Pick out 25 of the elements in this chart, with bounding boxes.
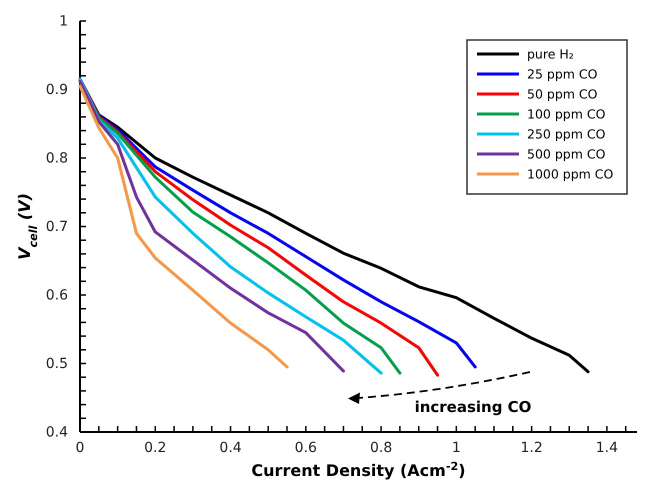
line-series: [78, 84, 288, 368]
legend-label: 25 ppm CO: [527, 66, 598, 82]
y-tick-label: 0.8: [46, 150, 68, 166]
x-tick-label: 0.4: [219, 440, 242, 456]
x-tick-label: 0: [76, 440, 84, 456]
x-tick-label: 0.8: [370, 440, 392, 456]
legend-label: 100 ppm CO: [527, 106, 606, 122]
x-tick-label: 0.2: [144, 440, 166, 456]
legend-label: 50 ppm CO: [527, 86, 598, 102]
x-axis-title: Current Density (Acm$^{-2}$): [251, 460, 466, 480]
x-tick-label: 1.2: [520, 440, 543, 456]
y-tick-label: 0.9: [46, 82, 68, 98]
annotation: increasing CO: [414, 398, 532, 416]
x-tick-label: 0.6: [294, 440, 318, 456]
y-tick-label: 1: [59, 13, 68, 30]
legend-label: pure H₂: [527, 46, 574, 62]
y-tick-label: 0.4: [46, 424, 68, 440]
x-tick-label: 1: [452, 440, 461, 456]
legend-label: 250 ppm CO: [527, 126, 606, 142]
x-tick-label: 1.4: [596, 440, 618, 456]
legend-label: 1000 ppm CO: [527, 166, 614, 182]
y-tick-label: 0.5: [46, 356, 68, 372]
legend-label: 500 ppm CO: [527, 146, 606, 162]
y-tick-label: 0.7: [46, 218, 68, 235]
y-tick-label: 0.6: [46, 287, 68, 304]
